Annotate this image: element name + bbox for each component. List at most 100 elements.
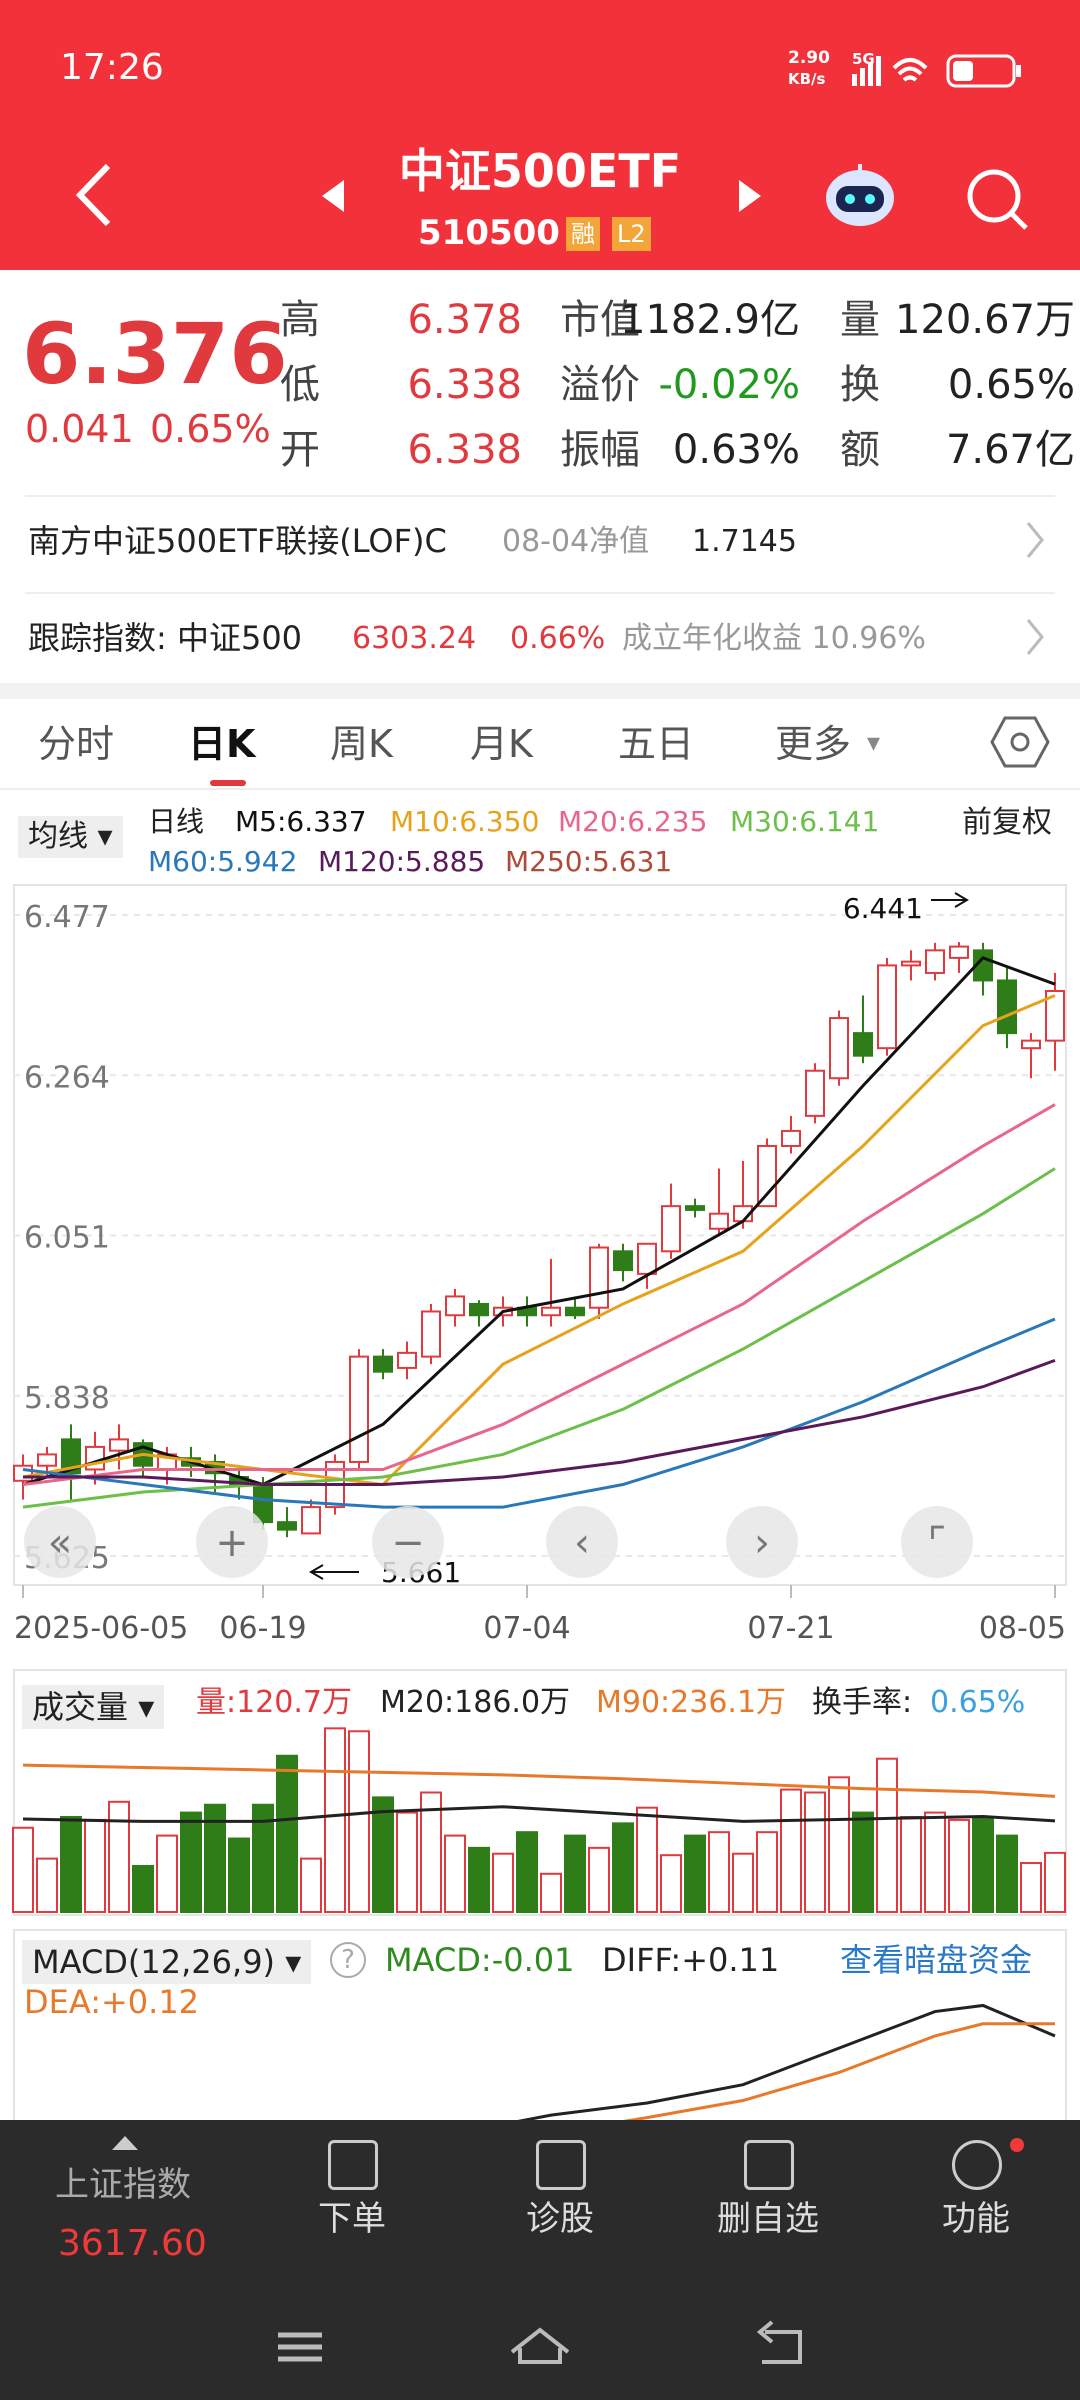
macd-button[interactable]: MACD(12,26,9) ▾ [22,1940,312,1984]
volume-bar [540,1872,562,1914]
index-value: 6303.24 [352,621,477,656]
volume-bar [660,1854,682,1913]
gap [0,683,1080,699]
volume-legend-item: 量:120.7万 [196,1685,352,1720]
y-tick-label: 6.051 [24,1221,110,1256]
nav-label[interactable]: 功能 [942,2199,1010,2239]
candle-body [589,1246,609,1309]
chart-control[interactable]: ‹ [546,1506,618,1578]
nav-label[interactable]: 下单 [318,2199,386,2239]
volume-bar [996,1834,1018,1913]
volume-button[interactable]: 成交量 ▾ [22,1685,165,1729]
control-bg [196,1506,268,1578]
stat-label: 开 [280,427,320,473]
stat-label: 低 [280,362,320,408]
ma-button[interactable]: 均线 ▾ [18,816,123,858]
ma-line [22,1167,1056,1509]
candle-body [685,1205,705,1211]
stat-label: 振幅 [560,427,640,473]
candle-body [853,1032,873,1057]
chart-area: 6.4776.2646.0515.8385.6252025-06-0506-19… [12,884,1067,2120]
stat-value: -0.02% [658,362,800,408]
volume-bar [852,1811,874,1913]
y-tick-label: 5.838 [24,1381,110,1416]
volume-bar [828,1776,850,1914]
tab[interactable]: 分时 [38,722,115,766]
tab[interactable]: 五日 [618,722,695,766]
chart-control[interactable]: ⌜ [901,1506,973,1578]
volume-bar [564,1834,586,1913]
candle-body [1021,1039,1041,1050]
volume-bar [492,1852,514,1913]
diff-value: DIFF:+0.11 [602,1941,780,1979]
volume-bar [60,1815,82,1913]
candle-body [829,1017,849,1080]
next-stock[interactable] [735,178,765,214]
assistant-button[interactable] [820,160,900,230]
search-button[interactable] [962,164,1032,234]
chart-control[interactable]: + [196,1506,268,1578]
change: 0.041 [25,407,134,451]
ma-line [22,956,1056,1487]
volume-bar [108,1800,130,1914]
control-bg [726,1506,798,1578]
change-pct: 0.65% [150,407,271,451]
fund-date: 08-04净值 [502,524,650,559]
stat-value: 6.378 [407,297,522,343]
nav-label[interactable]: 删自选 [717,2199,819,2239]
candle-body [901,960,921,967]
adjust: 前复权 [962,805,1052,840]
divider [0,788,1080,790]
candle-body [781,1129,801,1147]
stat-value: 1182.9亿 [620,297,800,343]
net-speed: 2.90 [788,48,830,68]
volume-bar [12,1826,34,1914]
volume-bar [468,1846,490,1914]
ma-legend-item: M30:6.141 [730,805,880,838]
chart-control[interactable]: « [24,1506,96,1578]
x-tick-label: 07-21 [747,1611,834,1646]
tab[interactable]: 更多 [775,722,852,766]
notify-dot [1010,2138,1024,2152]
help-icon[interactable]: ? [330,1942,366,1978]
back-button[interactable] [70,160,120,230]
candle-body [541,1306,561,1317]
chart-control[interactable]: › [726,1506,798,1578]
volume-bar [420,1791,442,1913]
candle-body [37,1453,57,1467]
prev-stock[interactable] [318,178,348,214]
volume-bar [636,1806,658,1913]
chart-control[interactable]: − [372,1506,444,1578]
index-pct: 0.66% [510,621,606,656]
volume-bar [900,1815,922,1913]
tab[interactable]: 周K [330,722,393,766]
candle-body [13,1464,33,1482]
clock: 17:26 [60,47,164,88]
nav-icon [952,2140,1002,2190]
dark-pool-link[interactable]: 查看暗盘资金 [840,1941,1033,1979]
ma-line [22,994,1056,1487]
candle-body [373,1355,393,1373]
stat-label: 量 [840,297,880,343]
tab[interactable]: 月K [470,722,533,766]
volume-bar [780,1788,802,1913]
net-unit: KB/s [788,70,826,88]
chart-settings[interactable] [990,712,1050,772]
tab[interactable]: 日K [188,722,256,766]
up-arrow [112,2136,138,2150]
ma-legend-item: M60:5.942 [148,845,298,878]
ma-line [22,1103,1056,1487]
stat-value: 0.63% [672,427,800,473]
volume-bar [204,1803,226,1913]
stat-label: 溢价 [560,362,640,408]
index-label: 跟踪指数: 中证500 [28,619,303,657]
nav-label[interactable]: 诊股 [526,2199,594,2239]
stat-value: 120.67万 [895,297,1075,343]
candle-body [997,979,1017,1035]
candle-body [397,1351,417,1369]
nav-icon [744,2140,794,2190]
control-bg [372,1506,444,1578]
badge: 融 [566,217,600,251]
x-tick-label: 2025-06-05 [14,1611,188,1646]
